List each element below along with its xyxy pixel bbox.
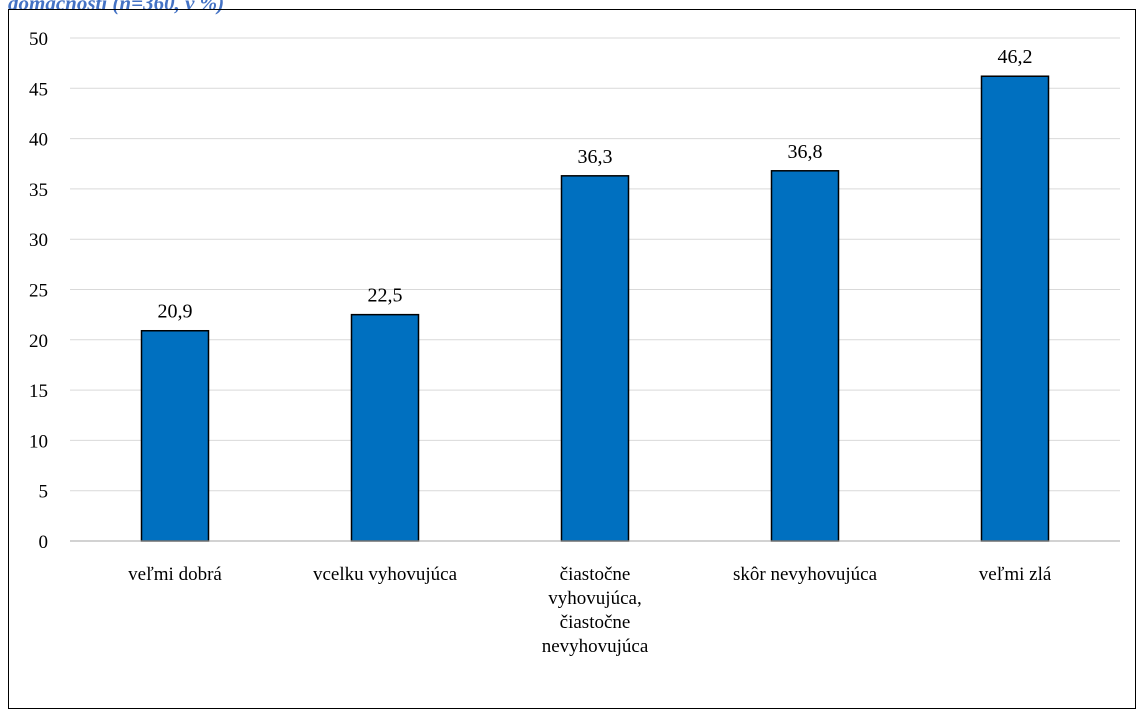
y-axis-ticks: 0 5 10 15 20 25 30 35 40 45 50 [29,29,48,553]
data-label: 22,5 [368,285,403,307]
data-label: 20,9 [158,301,193,323]
bar-chart: 0 5 10 15 20 25 30 35 40 45 50 20,9 22,5 36,3 36,8 46,… [29,29,1120,657]
y-tick-label: 50 [29,29,48,50]
x-axis-categories: veľmi dobrá vcelku vyhovujúca čiastočne vyh… [128,564,1052,657]
data-label: 36,8 [788,141,823,163]
x-category-label: skôr nevyhovujúca [733,564,878,585]
x-category-label: veľmi zlá [979,564,1052,585]
y-tick-label: 20 [29,331,48,352]
x-category-label: veľmi dobrá [128,564,222,585]
y-tick-label: 35 [29,180,48,201]
y-tick-label: 0 [39,532,49,553]
chart-caption: domácnosti (n=360, v %) [8,0,225,15]
y-tick-label: 5 [39,482,49,503]
bars [140,75,1050,542]
y-tick-label: 10 [29,431,48,452]
y-tick-label: 15 [29,381,48,402]
y-tick-label: 25 [29,281,48,302]
data-label: 46,2 [998,46,1033,68]
data-labels: 20,9 22,5 36,3 36,8 46,2 [158,46,1033,323]
x-category-label: vcelku vyhovujúca [313,564,458,585]
bar [350,313,420,542]
y-tick-label: 30 [29,230,48,251]
bar [140,329,210,542]
bar [560,175,630,542]
bar [770,170,840,542]
y-tick-label: 40 [29,130,48,151]
x-category-label: čiastočne vyhovujúca, čiastočne nevyhovujúc… [542,564,649,657]
bar [980,75,1050,542]
data-label: 36,3 [578,146,613,168]
y-tick-label: 45 [29,79,48,100]
